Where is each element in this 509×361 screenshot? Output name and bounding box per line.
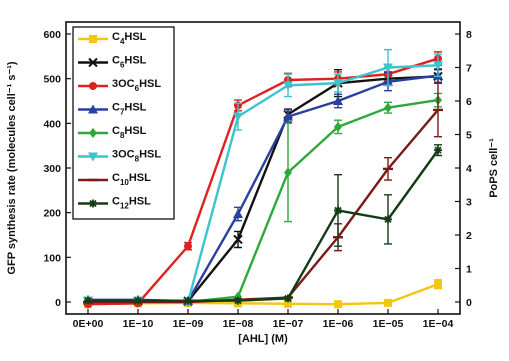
data-point [334, 300, 342, 309]
y2-tick-label: 7 [466, 63, 472, 75]
x-tick-label: 1E−05 [373, 318, 404, 330]
x-tick-label: 1E−06 [323, 318, 354, 330]
x-axis-label: [AHL] (M) [238, 333, 288, 345]
data-point [283, 111, 293, 121]
y2-tick-label: 1 [466, 264, 472, 276]
y2-tick-label: 6 [466, 96, 472, 108]
y2-tick-label: 5 [466, 130, 472, 142]
series-line [88, 149, 439, 302]
data-point [89, 128, 97, 138]
legend-item: C7HSL [78, 102, 147, 117]
y-tick-label: 400 [43, 118, 61, 130]
data-point [88, 152, 98, 162]
data-point [384, 215, 392, 224]
y2-tick-label: 8 [466, 29, 472, 41]
legend-label: C7HSL [112, 102, 147, 117]
data-point [233, 209, 243, 219]
data-point [234, 296, 242, 305]
data-point [134, 296, 142, 305]
legend-item: C8HSL [78, 125, 147, 140]
legend-item: 3OC6HSL [78, 78, 161, 93]
data-point [89, 82, 97, 90]
data-point [233, 234, 243, 245]
y-tick-label: 300 [43, 163, 61, 175]
y-tick-label: 600 [43, 29, 61, 41]
x-tick-label: 1E−08 [223, 318, 254, 330]
data-point [384, 102, 392, 113]
data-point [384, 298, 392, 307]
data-point [89, 199, 97, 208]
legend-label: C4HSL [112, 31, 147, 46]
series-layer [83, 48, 443, 309]
x-tick-label: 0E+00 [73, 318, 104, 330]
series-line [87, 283, 439, 306]
data-point [233, 112, 243, 122]
legend-label: 3OC8HSL [112, 149, 161, 164]
right-y-axis-label: PoPS cell⁻¹ [488, 138, 500, 198]
data-point [333, 96, 343, 105]
legend-item: C6HSL [78, 55, 147, 70]
y2-tick-label: 3 [466, 197, 472, 209]
data-point [284, 294, 292, 303]
data-point [333, 79, 343, 89]
legend-label: C12HSL [112, 196, 151, 211]
legend-label: C8HSL [112, 125, 147, 140]
data-point [334, 206, 342, 215]
y2-tick-label: 4 [466, 163, 472, 175]
data-point [284, 299, 292, 308]
legend-item: C12HSL [78, 196, 151, 211]
y-tick-label: 100 [43, 252, 61, 264]
data-point [284, 167, 292, 178]
y-tick-label: 0 [55, 297, 61, 309]
y2-tick-label: 2 [466, 230, 472, 242]
x-tick-label: 1E−07 [273, 318, 304, 330]
data-point [84, 296, 92, 305]
legend: C4HSL C6HSL 3OC6HSL C7HSL C8HSL 3OC8HSL C10HSL… [72, 26, 175, 220]
data-point [434, 280, 442, 289]
legend-label: 3OC6HSL [112, 78, 161, 93]
y-axis-label: GFP synthesis rate (molecules cell⁻¹ s⁻¹… [6, 61, 18, 274]
data-point [184, 296, 192, 305]
data-point [383, 63, 393, 73]
data-point [88, 57, 98, 68]
legend-item: C10HSL [78, 172, 151, 187]
x-tick-label: 1E−04 [423, 318, 454, 330]
right-axis-ticks: 0 1 2 3 4 5 6 7 8 [455, 29, 472, 309]
data-point [433, 61, 443, 71]
x-axis-ticks: 0E+00 1E−10 1E−09 1E−08 1E−07 1E−06 1E−05 1E−04 [73, 309, 454, 330]
data-point [88, 104, 98, 114]
legend-label: C6HSL [112, 55, 147, 70]
series-line [87, 57, 439, 306]
legend-label: C10HSL [112, 172, 151, 187]
left-axis-ticks: 0 100 200 300 400 500 600 [43, 29, 71, 309]
x-tick-label: 1E−09 [173, 318, 204, 330]
legend-item: 3OC8HSL [78, 149, 161, 164]
legend-item: C4HSL [78, 31, 147, 46]
y2-tick-label: 0 [466, 297, 472, 309]
series-c12hsl [84, 144, 442, 305]
data-point [434, 146, 442, 155]
data-point [184, 242, 192, 251]
data-point [283, 81, 293, 91]
y-tick-label: 500 [43, 74, 61, 86]
y-tick-label: 200 [43, 208, 61, 220]
data-point [89, 35, 97, 43]
x-tick-label: 1E−10 [123, 318, 154, 330]
data-point [334, 121, 342, 132]
